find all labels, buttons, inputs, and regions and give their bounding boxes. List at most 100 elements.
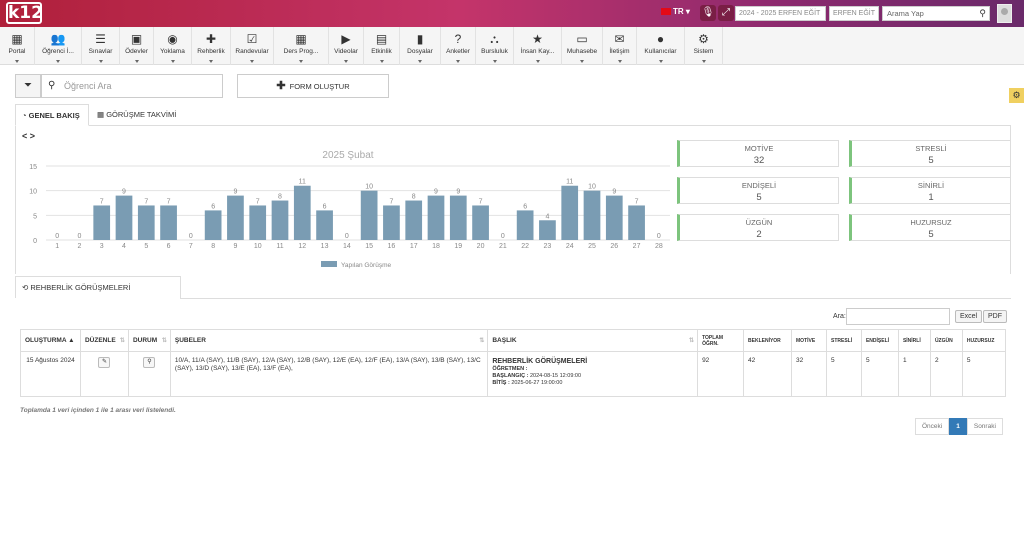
menu-item-13[interactable]: ★ İnsan Kay...	[514, 27, 562, 65]
student-search-input[interactable]: ⚲ Öğrenci Ara	[41, 74, 223, 98]
data-label: 9	[233, 189, 237, 196]
col-stressed[interactable]: STRESLİ	[825, 329, 862, 352]
col-title[interactable]: BAŞLIK ⇅	[487, 329, 699, 352]
menu-label: Ödevler	[125, 48, 148, 55]
k12-logo[interactable]: k12	[6, 2, 43, 24]
section-title: REHBERLİK GÖRÜŞMELERİ	[30, 283, 131, 292]
menu-label: Portal	[8, 48, 26, 55]
teacher-label: ÖĞRETMEN :	[492, 366, 528, 373]
microphone-icon[interactable]: 🎙	[700, 5, 716, 21]
x-tick-label: 18	[432, 243, 440, 250]
menu-item-5[interactable]: ✚ Rehberlik	[192, 27, 231, 65]
pagination: Önceki 1 Sonraki	[915, 418, 1003, 435]
cell-total: 92	[697, 351, 745, 397]
edit-pencil-icon[interactable]: ✎	[98, 357, 111, 368]
col-total[interactable]: TOPLAM ÖĞRN.	[697, 329, 745, 352]
dashboard-icon: ◔	[22, 111, 27, 120]
user-avatar[interactable]	[997, 4, 1012, 23]
col-waiting[interactable]: BEKLENİYOR	[743, 329, 792, 352]
start-line: BAŞLANGIÇ : 2024-08-15 12:09:00	[492, 373, 693, 380]
cell-waiting: 42	[743, 351, 792, 397]
menu-item-8[interactable]: ▶ Videolar	[329, 27, 364, 65]
menu-icon: ✚	[205, 32, 217, 46]
menu-item-7[interactable]: ▦ Ders Prog...	[274, 27, 329, 65]
fullscreen-icon[interactable]: ⤢	[718, 5, 734, 21]
language-selector[interactable]: TR ▾	[661, 7, 690, 16]
menu-item-17[interactable]: ⚙ Sistem	[685, 27, 723, 65]
global-search-input[interactable]: Arama Yap ⚲	[882, 6, 990, 21]
pager-prev-button[interactable]: Önceki	[915, 418, 950, 435]
plus-icon: ✚	[276, 80, 286, 92]
tab-bar: ◔ GENEL BAKIŞ ▦ GÖRÜŞME TAKVİMİ	[15, 104, 1011, 126]
x-tick-label: 23	[544, 243, 552, 250]
menu-item-14[interactable]: ▭ Muhasebe	[562, 27, 603, 65]
menu-item-6[interactable]: ☑ Randevular	[231, 27, 274, 65]
chevron-down-icon	[15, 60, 19, 63]
menu-icon: ▶	[341, 32, 351, 46]
search-icon[interactable]: ⚲	[979, 8, 986, 18]
bar	[539, 220, 556, 240]
menu-item-16[interactable]: ● Kullanıcılar	[637, 27, 685, 65]
col-restless[interactable]: HUZURSUZ	[961, 329, 1007, 352]
menu-item-11[interactable]: ? Anketler	[441, 27, 476, 65]
chevron-down-icon	[535, 60, 540, 63]
col-sad[interactable]: ÜZGÜN	[929, 329, 963, 352]
start-value: 2024-08-15 12:09:00	[529, 373, 582, 380]
filter-button[interactable]: ⏷	[15, 74, 41, 98]
chevron-down-icon	[250, 60, 254, 63]
create-form-button[interactable]: ✚ FORM OLUŞTUR	[237, 74, 389, 98]
col-created[interactable]: OLUŞTURMA ▲	[20, 329, 81, 352]
excel-export-button[interactable]: Excel	[955, 310, 983, 323]
x-tick-label: 11	[276, 243, 283, 250]
menu-item-2[interactable]: ☰ Sınavlar	[82, 27, 120, 65]
x-tick-label: 28	[655, 243, 663, 250]
menu-item-1[interactable]: 👥 Öğrenci İ...	[35, 27, 82, 65]
col-angry[interactable]: SİNİRLİ	[897, 329, 931, 352]
pager-next-button[interactable]: Sonraki	[966, 418, 1003, 435]
sort-icon: ⇅	[479, 338, 485, 344]
menu-icon: ▮	[416, 32, 424, 46]
bar	[316, 210, 333, 240]
settings-side-tab-icon[interactable]: ⚙	[1009, 88, 1024, 103]
col-worried[interactable]: ENDİŞELİ	[860, 329, 899, 352]
bar	[472, 205, 489, 240]
menu-item-4[interactable]: ◉ Yoklama	[154, 27, 192, 65]
data-label: 10	[588, 184, 596, 191]
col-status[interactable]: DURUM ⇅	[127, 329, 171, 352]
x-tick-label: 15	[365, 243, 373, 250]
col-title-label: BAŞLIK	[492, 337, 517, 344]
x-tick-label: 20	[477, 243, 485, 250]
x-tick-label: 6	[167, 243, 171, 250]
cell-worried: 5	[860, 351, 899, 397]
sort-icon: ⇅	[119, 338, 125, 344]
status-search-icon[interactable]: ⚲	[143, 357, 156, 368]
school-select[interactable]: ERFEN EĞİT	[829, 6, 879, 21]
table-search-input[interactable]	[846, 308, 950, 325]
chevron-down-icon	[580, 60, 584, 63]
menu-item-0[interactable]: ▦ Portal	[0, 27, 35, 65]
pdf-export-button[interactable]: PDF	[983, 310, 1007, 323]
menu-item-3[interactable]: ▣ Ödevler	[120, 27, 154, 65]
data-label: 0	[55, 233, 59, 240]
data-label: 7	[389, 198, 393, 205]
menu-item-12[interactable]: ⛬ Bursluluk	[476, 27, 514, 65]
academic-year-select[interactable]: 2024 - 2025 ERFEN EĞİT	[735, 6, 826, 21]
col-motive[interactable]: MOTİVE	[791, 329, 827, 352]
data-label: 7	[100, 198, 104, 205]
menu-icon: ?	[454, 32, 462, 46]
pager-page-button[interactable]: 1	[949, 418, 967, 435]
col-edit[interactable]: DÜZENLE ⇅	[79, 329, 129, 352]
section-tab-guidance-interviews[interactable]: ⟲ REHBERLİK GÖRÜŞMELERİ	[15, 276, 181, 298]
stat-value: 5	[756, 192, 762, 203]
data-label: 6	[523, 203, 527, 210]
menu-item-10[interactable]: ▮ Dosyalar	[400, 27, 441, 65]
start-label: BAŞLANGIÇ :	[492, 373, 529, 380]
menu-item-9[interactable]: ▤ Etkinlik	[364, 27, 400, 65]
menu-item-15[interactable]: ✉ İletişim	[603, 27, 637, 65]
month-nav-arrows-icon[interactable]: < >	[22, 131, 36, 141]
y-tick-label: 5	[33, 213, 37, 220]
tab-calendar[interactable]: ▦ GÖRÜŞME TAKVİMİ	[91, 104, 201, 126]
tab-overview[interactable]: ◔ GENEL BAKIŞ	[15, 104, 89, 126]
col-branches[interactable]: ŞUBELER ⇅	[169, 329, 489, 352]
stat-box: STRESLİ 5	[849, 140, 1011, 167]
